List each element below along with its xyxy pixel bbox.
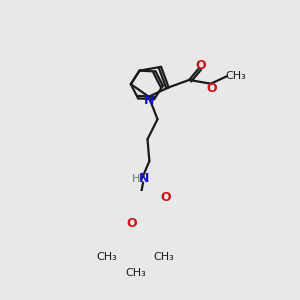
Text: O: O	[126, 217, 136, 230]
Text: N: N	[144, 94, 154, 107]
Text: H: H	[131, 174, 140, 184]
Text: CH₃: CH₃	[97, 252, 118, 262]
Text: N: N	[139, 172, 150, 185]
Text: O: O	[207, 82, 217, 95]
Text: CH₃: CH₃	[125, 268, 146, 278]
Text: CH₃: CH₃	[225, 71, 246, 81]
Text: O: O	[161, 191, 171, 204]
Text: CH₃: CH₃	[154, 252, 175, 262]
Text: O: O	[195, 58, 206, 71]
